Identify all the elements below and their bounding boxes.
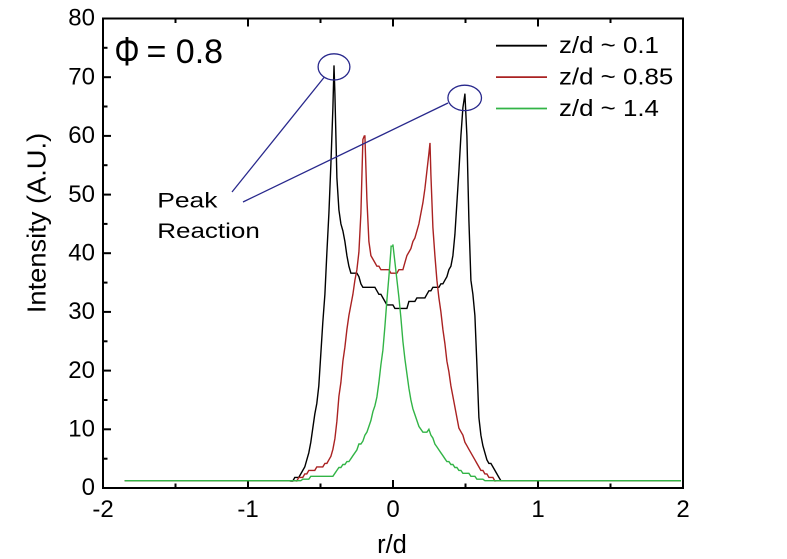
- svg-text:= 0.8: = 0.8: [147, 33, 224, 71]
- svg-text:20: 20: [68, 357, 95, 384]
- svg-text:z/d ~ 1.4: z/d ~ 1.4: [559, 96, 659, 121]
- svg-text:Peak: Peak: [157, 189, 218, 213]
- svg-text:-2: -2: [92, 496, 113, 523]
- svg-text:80: 80: [68, 5, 95, 32]
- svg-text:10: 10: [68, 416, 95, 443]
- svg-text:70: 70: [68, 63, 95, 90]
- svg-text:z/d ~ 0.85: z/d ~ 0.85: [559, 65, 673, 90]
- svg-text:0: 0: [82, 474, 95, 501]
- svg-text:Reaction: Reaction: [157, 219, 260, 243]
- svg-text:1: 1: [531, 496, 544, 523]
- svg-text:z/d ~ 0.1: z/d ~ 0.1: [559, 33, 659, 58]
- svg-text:50: 50: [68, 181, 95, 208]
- svg-text:60: 60: [68, 122, 95, 149]
- svg-text:40: 40: [68, 239, 95, 266]
- svg-text:2: 2: [676, 496, 689, 523]
- svg-text:0: 0: [386, 496, 399, 523]
- svg-text:-1: -1: [237, 496, 258, 523]
- svg-text:30: 30: [68, 298, 95, 325]
- svg-text:r/d: r/d: [377, 531, 407, 559]
- svg-text:Intensity (A.U.): Intensity (A.U.): [22, 133, 51, 313]
- svg-text:Φ: Φ: [114, 29, 139, 75]
